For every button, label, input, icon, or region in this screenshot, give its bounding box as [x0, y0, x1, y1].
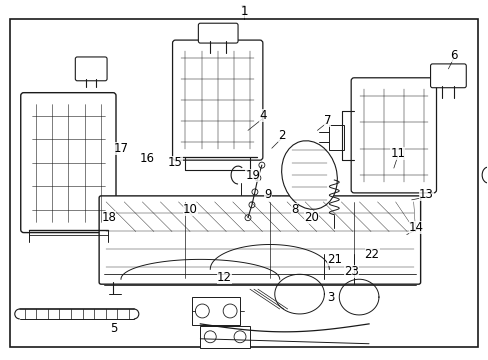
Text: 21: 21 [326, 253, 341, 266]
Text: 23: 23 [343, 265, 358, 278]
Circle shape [244, 215, 250, 221]
Bar [200, 326, 249, 348]
Text: 9: 9 [264, 188, 271, 201]
Text: 19: 19 [245, 168, 260, 181]
FancyBboxPatch shape [99, 196, 420, 284]
Text: 5: 5 [110, 322, 118, 336]
Circle shape [234, 331, 245, 343]
Circle shape [258, 162, 264, 168]
Text: 15: 15 [168, 156, 183, 168]
FancyBboxPatch shape [350, 78, 436, 193]
Circle shape [330, 228, 338, 235]
Circle shape [254, 175, 260, 181]
Circle shape [204, 331, 216, 343]
Text: 18: 18 [102, 211, 116, 224]
FancyBboxPatch shape [198, 23, 238, 43]
Bar [192, 297, 240, 325]
Text: 2: 2 [277, 129, 285, 142]
Circle shape [248, 202, 254, 208]
Text: 6: 6 [448, 49, 456, 63]
FancyBboxPatch shape [75, 57, 107, 81]
FancyBboxPatch shape [172, 40, 263, 160]
FancyBboxPatch shape [20, 93, 116, 233]
Text: 14: 14 [408, 221, 423, 234]
Text: 13: 13 [418, 188, 433, 201]
Circle shape [251, 189, 257, 195]
FancyBboxPatch shape [429, 64, 466, 88]
Bar [328, 125, 344, 150]
Text: 3: 3 [327, 291, 334, 303]
Text: 12: 12 [216, 271, 231, 284]
Text: 17: 17 [113, 142, 128, 155]
Text: 7: 7 [323, 114, 330, 127]
Text: 20: 20 [304, 211, 318, 224]
Text: 1: 1 [240, 5, 247, 18]
Text: 8: 8 [290, 203, 298, 216]
Text: 16: 16 [139, 152, 154, 165]
Text: 10: 10 [183, 203, 198, 216]
Text: 11: 11 [389, 147, 405, 160]
Circle shape [223, 304, 237, 318]
Text: 22: 22 [364, 248, 379, 261]
Ellipse shape [281, 141, 337, 209]
Text: 1: 1 [239, 4, 248, 18]
Text: 4: 4 [259, 109, 266, 122]
Circle shape [195, 304, 209, 318]
